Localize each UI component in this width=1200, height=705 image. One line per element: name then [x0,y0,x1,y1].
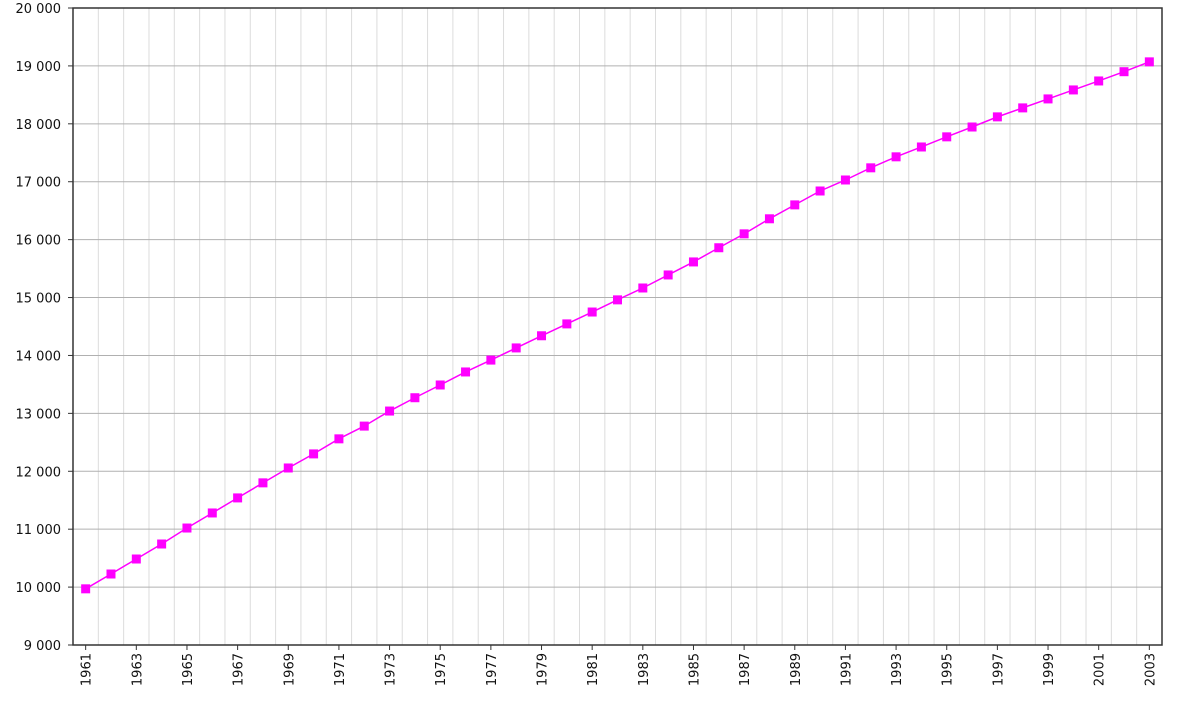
marker [207,508,217,518]
x-tick-label: 1979 [536,653,551,686]
marker [688,257,698,267]
marker [992,112,1002,122]
marker [663,270,673,280]
x-tick-label: 1997 [991,653,1006,686]
x-tick-label: 1993 [890,653,905,686]
marker [739,229,749,239]
y-tick-label: 20 000 [16,2,62,17]
marker [81,584,91,594]
marker [638,283,648,293]
x-tick-label: 1973 [384,653,399,686]
marker [309,449,319,459]
x-tick-label: 1967 [232,653,247,686]
marker [131,554,141,564]
marker [385,406,395,416]
marker [334,434,344,444]
y-tick-label: 16 000 [16,234,62,249]
marker [1043,94,1053,104]
marker [157,539,167,549]
marker [916,142,926,152]
y-tick-label: 12 000 [16,465,62,480]
y-tick-label: 19 000 [16,60,62,75]
marker [410,393,420,403]
marker [106,569,116,579]
y-tick-label: 17 000 [16,176,62,191]
marker [233,493,243,503]
marker [359,421,369,431]
marker [511,343,521,353]
marker [714,243,724,253]
marker [613,295,622,305]
x-tick-label: 1987 [738,653,753,686]
x-tick-label: 1985 [687,653,702,686]
x-tick-label: 1981 [586,653,601,686]
x-tick-label: 1989 [789,653,804,686]
x-tick-label: 1965 [181,653,196,686]
y-tick-label: 18 000 [16,118,62,133]
marker [537,331,547,341]
y-tick-label: 15 000 [16,292,62,307]
y-tick-label: 10 000 [16,581,62,596]
marker [1144,57,1154,67]
marker [790,200,800,210]
marker [486,355,496,365]
marker [1068,85,1078,95]
marker [866,163,876,173]
x-tick-label: 1963 [130,653,145,686]
marker [815,186,825,196]
marker [461,367,471,377]
x-tick-label: 2001 [1093,653,1108,686]
marker [562,319,572,329]
x-tick-label: 1977 [485,653,500,686]
x-tick-label: 1999 [1042,653,1057,686]
marker [1018,103,1028,113]
marker [840,175,850,185]
plot-frame [72,7,1163,646]
marker [764,214,774,224]
marker [435,380,445,390]
marker [1094,76,1104,86]
marker [587,307,597,317]
y-tick-label: 13 000 [16,407,62,422]
x-tick-label: 1975 [434,653,449,686]
y-tick-label: 9 000 [24,639,61,654]
x-tick-label: 1995 [941,653,956,686]
marker [258,478,268,488]
line [85,61,1150,590]
x-tick-label: 1961 [80,653,95,686]
y-tick-label: 11 000 [16,523,62,538]
marker [942,132,952,142]
marker [967,122,977,132]
x-tick-label: 1969 [282,653,297,686]
marker [1119,67,1129,77]
x-tick-label: 1991 [839,653,854,686]
marker [283,463,293,473]
marker [891,152,901,162]
x-tick-label: 2003 [1143,653,1158,686]
marker [182,523,192,533]
y-tick-label: 14 000 [16,349,62,364]
x-tick-label: 1983 [637,653,652,686]
x-tick-label: 1971 [333,653,348,686]
